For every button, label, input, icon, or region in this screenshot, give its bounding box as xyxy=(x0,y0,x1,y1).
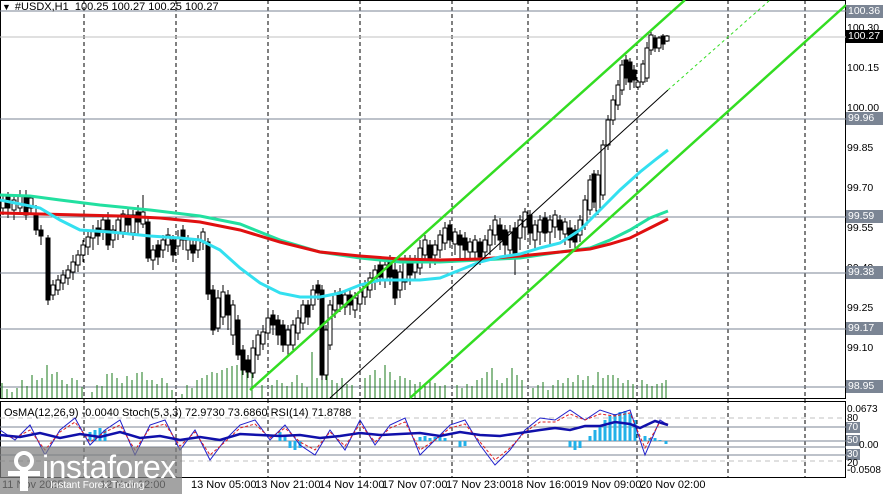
time-tick: 13 Nov 21:00 xyxy=(255,479,321,491)
time-tick: 19 Nov 09:00 xyxy=(576,479,642,491)
time-tick: 14 Nov 14:00 xyxy=(319,479,385,491)
rsi-line xyxy=(0,419,669,442)
osc-level-tag: 30 xyxy=(846,449,860,460)
time-tick: 20 Nov 02:00 xyxy=(640,479,706,491)
price-tick: 99.85 xyxy=(847,142,874,154)
level-tag: 99.17 xyxy=(846,322,883,335)
ohlc-values: 100.25 100.27 100.25 100.27 xyxy=(74,1,219,13)
time-tick: 17 Nov 23:00 xyxy=(446,479,512,491)
current-price-tag: 100.27 xyxy=(846,30,883,43)
stoch-signal-line xyxy=(0,412,669,461)
osc-level: 80 xyxy=(847,413,859,424)
brand-watermark: instaforex Instant Forex Trading xyxy=(0,447,182,494)
level-tag: 98.95 xyxy=(846,380,883,393)
osc-level: 20 xyxy=(847,458,859,469)
osc-zero: 0.00 xyxy=(859,440,879,451)
level-tag: 100.36 xyxy=(846,5,883,18)
time-tick: 17 Nov 07:00 xyxy=(382,479,448,491)
trend-channel xyxy=(249,0,847,399)
symbol-label: #USDX,H1 xyxy=(14,1,69,13)
level-tag: 99.38 xyxy=(846,266,883,279)
ema-fast-line xyxy=(0,148,669,299)
time-tick: 18 Nov 16:00 xyxy=(511,479,577,491)
osc-level-tag: 50 xyxy=(846,435,860,446)
ema-slow-line xyxy=(0,211,669,262)
chart-title[interactable]: ▼ #USDX,H1 100.25 100.27 100.25 100.27 xyxy=(2,1,219,13)
osc-level-tag: 70 xyxy=(846,422,860,433)
osc-max: 0.0673 xyxy=(847,404,878,415)
price-tick: 99.10 xyxy=(847,342,874,354)
level-tag: 99.96 xyxy=(846,112,883,125)
time-tick: 13 Nov 05:00 xyxy=(191,479,257,491)
price-tick: 99.70 xyxy=(847,182,874,194)
volume-bars xyxy=(1,352,667,398)
indicator-header: OsMA(12,26,9) -0.0040 Stoch(5,3,3) 72.97… xyxy=(4,407,352,419)
price-tick: 99.25 xyxy=(847,302,874,314)
stoch-main-line xyxy=(0,409,669,466)
level-tag: 99.59 xyxy=(846,210,883,223)
ema-mid-line xyxy=(0,193,669,264)
instaforex-logo-icon xyxy=(8,451,40,491)
price-tick: 99.55 xyxy=(847,222,874,234)
osc-min: -0.0508 xyxy=(847,465,881,476)
watermark-tagline: Instant Forex Trading xyxy=(50,480,145,491)
watermark-brand: instaforex xyxy=(42,449,176,485)
price-tick: 100.15 xyxy=(847,62,880,74)
menu-arrow-icon[interactable]: ▼ xyxy=(2,2,11,12)
price-tick: 100.00 xyxy=(847,102,880,114)
